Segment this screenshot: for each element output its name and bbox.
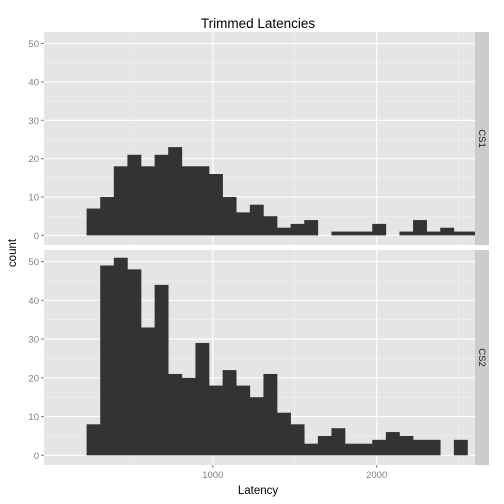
y-tick-label: 10 <box>28 412 39 423</box>
facet-strip <box>475 32 489 245</box>
x-tick-label: 2000 <box>366 470 387 481</box>
histogram-bar <box>195 342 210 456</box>
histogram-bar <box>154 154 169 236</box>
histogram-bar <box>467 231 482 236</box>
histogram-bar <box>263 373 278 456</box>
facet-strip <box>475 250 489 465</box>
chart-title: Trimmed Latencies <box>201 16 316 31</box>
histogram-bar <box>277 412 291 456</box>
histogram-bar <box>372 439 387 456</box>
histogram-bar <box>290 223 305 236</box>
y-tick-label: 0 <box>34 231 39 242</box>
histogram-bar <box>263 216 278 236</box>
histogram-bar <box>100 197 115 236</box>
histogram-bar <box>195 166 210 236</box>
histogram-bar <box>277 227 291 236</box>
histogram-bar <box>399 231 414 236</box>
y-tick-label: 40 <box>28 77 39 88</box>
histogram-bar <box>413 439 427 456</box>
y-axis-title: count <box>7 238 19 267</box>
y-tick-label: 20 <box>28 154 39 165</box>
histogram-bar <box>358 231 373 236</box>
histogram-bar <box>209 385 223 456</box>
facet-panels: 1000 2000 0 10 20 30 40 50 CS1 0 10 20 30 40 50 CS2 <box>28 32 489 481</box>
histogram-bar <box>249 397 264 456</box>
histogram-bar <box>154 284 169 456</box>
y-tick-label: 0 <box>34 451 39 462</box>
histogram-bar <box>209 174 223 236</box>
y-tick-label: 50 <box>28 39 39 50</box>
histogram-bar <box>345 443 359 456</box>
histogram-bar <box>440 227 455 236</box>
y-tick-label: 50 <box>28 257 39 268</box>
facet-strip-label: CS2 <box>476 348 487 366</box>
histogram-bar <box>236 385 251 456</box>
facet-panel-cs2: 0 10 20 30 40 50 CS2 <box>28 250 489 465</box>
y-tick-label: 40 <box>28 296 39 307</box>
histogram-bar <box>181 377 196 456</box>
histogram-bar <box>249 204 264 236</box>
histogram-bar <box>426 231 441 236</box>
histogram-bar <box>345 231 359 236</box>
histogram-bar <box>399 435 414 456</box>
histogram-bar <box>331 231 346 236</box>
histogram-bar <box>426 439 441 456</box>
histogram-bar <box>453 439 468 456</box>
histogram-bar <box>113 257 128 456</box>
histogram-bar <box>141 327 155 456</box>
y-tick-label: 30 <box>28 116 39 127</box>
histogram-bar <box>100 265 115 456</box>
histogram-bar <box>168 147 183 236</box>
histogram-bar <box>331 428 346 456</box>
histogram-bar <box>222 197 237 236</box>
y-tick-label: 20 <box>28 373 39 384</box>
histogram-bar <box>413 220 427 236</box>
histogram-bar <box>304 443 319 456</box>
histogram-bar <box>372 223 387 236</box>
x-axis-title: Latency <box>238 485 279 497</box>
histogram-bar <box>236 212 251 236</box>
histogram-bar <box>290 424 305 456</box>
y-tick-label: 30 <box>28 335 39 346</box>
histogram-bar <box>168 373 183 456</box>
histogram-bar <box>385 432 400 456</box>
histogram-bar <box>127 154 142 236</box>
histogram-bar <box>127 269 142 456</box>
histogram-bar <box>113 166 128 236</box>
histogram-bar <box>222 370 237 456</box>
histogram-bar <box>86 424 101 456</box>
histogram-bar <box>453 231 468 236</box>
y-tick-label: 10 <box>28 193 39 204</box>
histogram-bar <box>358 443 373 456</box>
x-tick-label: 1000 <box>202 470 223 481</box>
histogram-bar <box>304 220 319 236</box>
facet-panel-cs1: 0 10 20 30 40 50 CS1 <box>28 32 489 245</box>
histogram-bar <box>317 435 332 456</box>
histogram-bar <box>181 166 196 236</box>
histogram-bar <box>141 166 155 236</box>
facet-strip-label: CS1 <box>476 129 487 147</box>
histogram-bar <box>86 208 101 236</box>
